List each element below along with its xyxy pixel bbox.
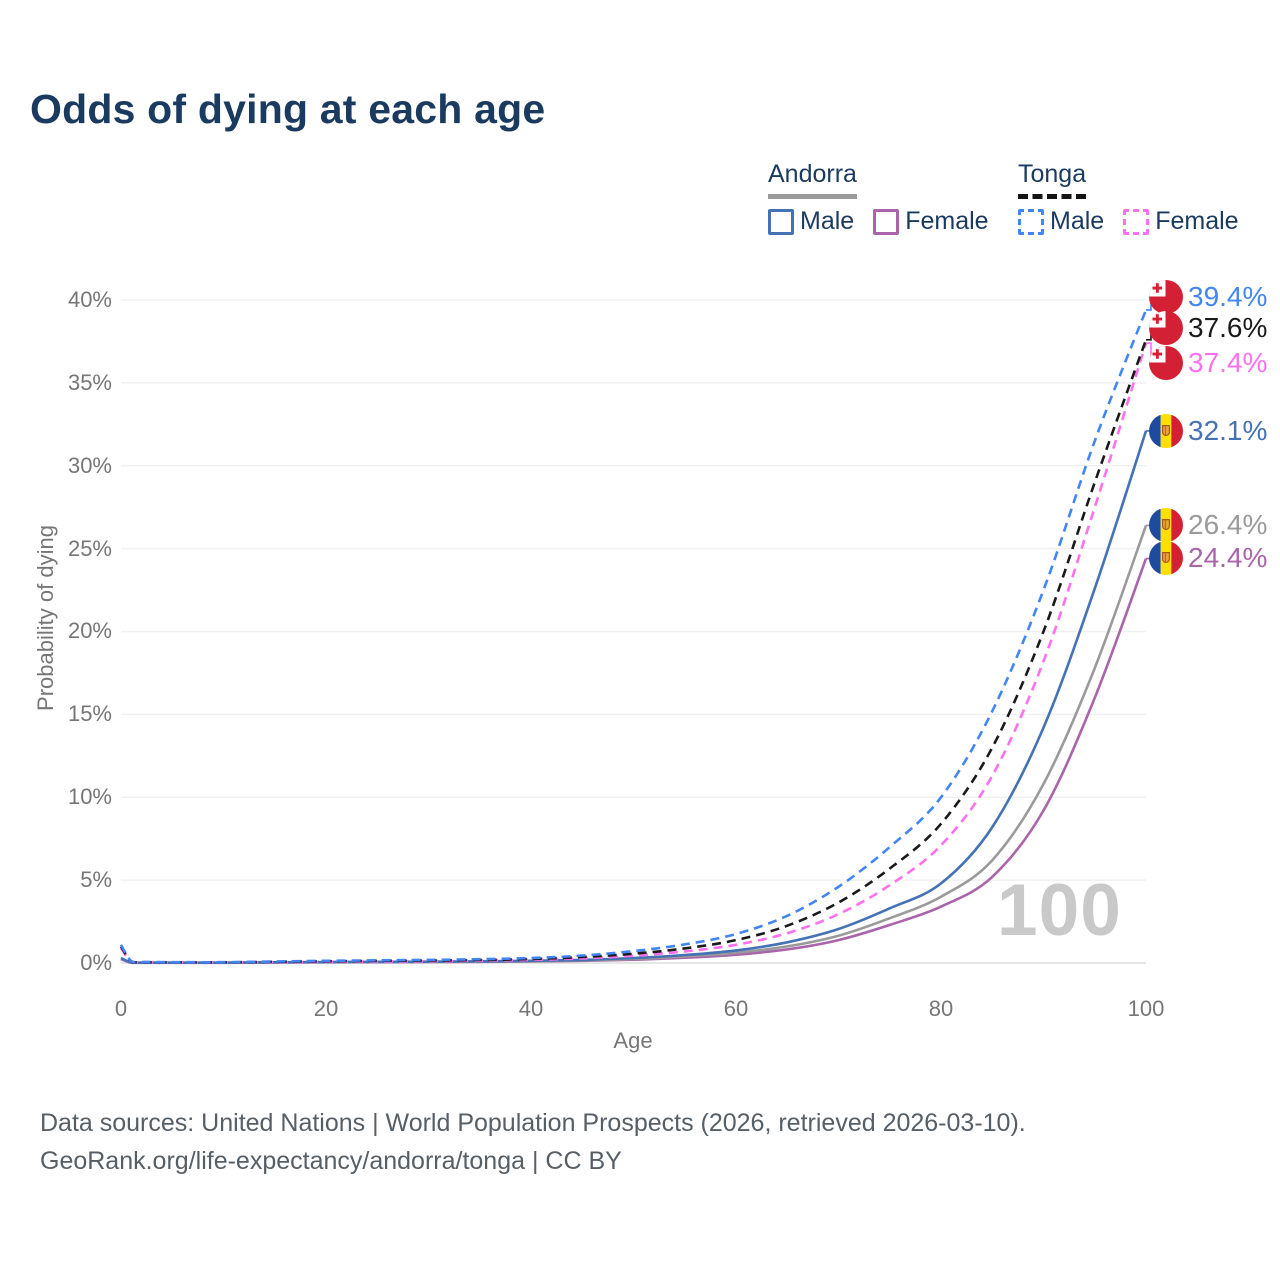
x-tick-100: 100 [1127,996,1165,1021]
y-tick-15: 15% [67,701,112,726]
legend-label-andorra-female: Female [905,207,989,235]
end-label-tonga-female: 37.4% [1149,346,1267,380]
footer-attribution: GeoRank.org/life-expectancy/andorra/tong… [40,1147,622,1175]
legend-swatch-tonga-male[interactable] [1018,208,1044,235]
y-tick-30: 30% [67,453,112,478]
footer: Data sources: United Nations | World Pop… [40,1104,1026,1180]
x-tick-60: 60 [723,996,749,1021]
line-tonga-female[interactable] [119,342,1148,964]
end-label-tonga-male: 39.4% [1149,280,1267,314]
end-label-andorra-female: 24.4% [1149,541,1267,575]
legend-group-tonga: Tonga Male Female [1018,160,1239,236]
legend-item-tonga-female[interactable]: Female [1123,207,1239,236]
end-value: 37.6% [1188,312,1268,343]
legend-country-andorra[interactable]: Andorra [768,160,857,199]
end-value: 26.4% [1188,509,1268,540]
legend-items-tonga: Male Female [1018,207,1239,236]
y-tick-35: 35% [67,370,112,395]
legend-label-tonga-female: Female [1155,207,1239,235]
x-tick-0: 0 [114,996,128,1021]
legend-swatch-andorra-female[interactable] [873,208,900,235]
y-axis-title: Probability of dying [33,525,58,711]
y-tick-25: 25% [67,536,112,561]
hover-age-watermark: 100 [997,870,1122,951]
tonga-flag-icon [1149,346,1183,380]
line-andorra-male[interactable] [120,430,1148,965]
page-title: Odds of dying at each age [30,86,546,132]
y-tick-40: 40% [67,287,112,312]
tonga-flag-icon [1149,311,1183,345]
y-tick-5: 5% [80,867,112,892]
x-tick-40: 40 [518,996,544,1021]
x-tick-80: 80 [928,996,954,1021]
legend-item-andorra-female[interactable]: Female [873,207,989,236]
line-tonga-male[interactable] [119,309,1148,964]
x-tick-20: 20 [313,996,339,1021]
legend-items-andorra: Male Female [768,207,989,236]
legend-label-tonga-male: Male [1050,207,1105,235]
legend-label-andorra-male: Male [800,207,855,235]
line-andorra-female[interactable] [120,558,1148,965]
end-value: 24.4% [1188,542,1268,573]
y-tick-0: 0% [80,950,112,975]
end-value: 39.4% [1188,281,1268,312]
end-label-andorra-male: 32.1% [1149,414,1267,448]
y-tick-20: 20% [67,618,112,643]
andorra-flag-icon [1149,414,1183,448]
x-axis-title: Age [613,1028,653,1053]
legend-item-andorra-male[interactable]: Male [768,207,854,236]
end-label-andorra-all: 26.4% [1149,508,1267,542]
legend-swatch-tonga-female[interactable] [1123,208,1150,235]
footer-data-sources: Data sources: United Nations | World Pop… [40,1109,1026,1137]
end-value: 32.1% [1188,415,1268,446]
andorra-flag-icon [1149,508,1183,542]
y-tick-10: 10% [67,784,112,809]
legend-group-andorra: Andorra Male Female [768,160,989,236]
end-label-tonga-all: 37.6% [1149,311,1267,345]
legend-swatch-andorra-male[interactable] [768,208,794,235]
tonga-flag-icon [1149,280,1183,314]
legend-country-tonga[interactable]: Tonga [1018,160,1087,199]
line-tonga-all[interactable] [119,339,1148,964]
andorra-flag-icon [1149,541,1183,575]
line-andorra-all[interactable] [120,524,1148,965]
end-value: 37.4% [1188,347,1268,378]
legend-item-tonga-male[interactable]: Male [1018,207,1104,236]
